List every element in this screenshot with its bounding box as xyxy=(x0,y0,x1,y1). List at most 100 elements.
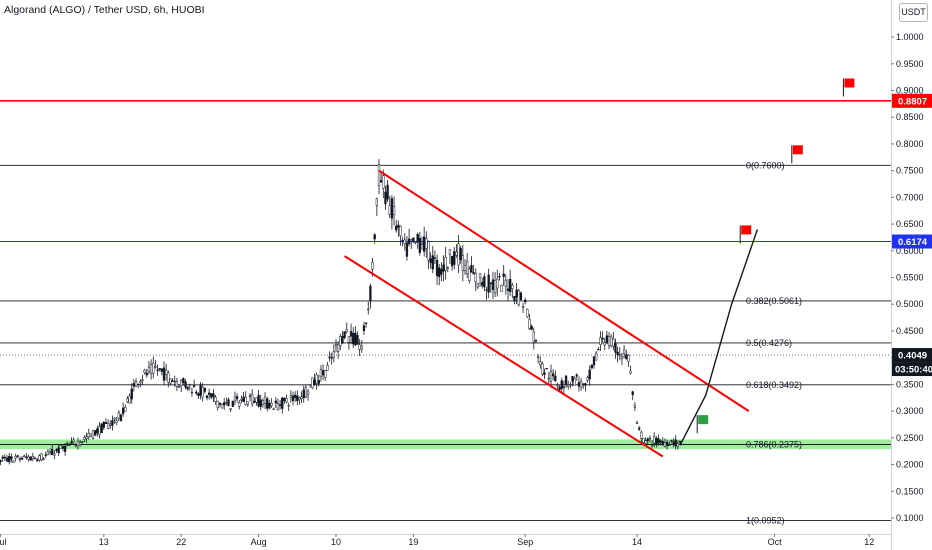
candle-body xyxy=(605,335,609,343)
candle-body xyxy=(208,392,211,395)
candle-body xyxy=(603,342,606,346)
candlestick-series xyxy=(0,159,682,466)
candle-body xyxy=(392,206,396,215)
candle-body xyxy=(403,239,406,245)
candle-body xyxy=(242,396,245,402)
candle-body xyxy=(672,441,675,445)
candle-body xyxy=(547,377,551,380)
candle-body xyxy=(317,380,320,384)
candle-body xyxy=(584,383,587,386)
candle-body xyxy=(657,438,660,444)
candle-body xyxy=(429,258,432,263)
bar-countdown-tag: 03:50:40 xyxy=(892,362,932,377)
channel-lower-line[interactable] xyxy=(344,255,664,458)
candle-body xyxy=(141,379,144,381)
resistance-price-tag: 0.8807 xyxy=(892,93,932,108)
candle-body xyxy=(410,239,413,242)
candle-body xyxy=(539,361,542,365)
candle-body xyxy=(294,394,297,398)
candle-body xyxy=(552,373,555,377)
candle-body xyxy=(29,456,32,461)
candle-body xyxy=(124,407,127,412)
candle-body xyxy=(12,460,15,463)
candle-body xyxy=(569,383,572,386)
candle-body xyxy=(418,238,422,253)
candle-body xyxy=(66,443,69,446)
candle-body xyxy=(300,396,303,399)
candle-body xyxy=(246,401,249,405)
candle-body xyxy=(192,385,196,388)
candle-body xyxy=(173,380,176,383)
candle-body xyxy=(330,357,333,359)
candle-body xyxy=(83,437,86,440)
candle-body xyxy=(171,380,174,382)
channel-upper-line[interactable] xyxy=(378,169,750,412)
red-flag-icon[interactable] xyxy=(791,145,803,164)
green-flag-icon[interactable] xyxy=(696,415,709,434)
candle-body xyxy=(3,456,7,459)
candle-body xyxy=(590,364,594,369)
candle-body xyxy=(571,376,574,382)
candle-body xyxy=(395,225,398,231)
blue-line-price-tag: 0.6174 xyxy=(892,234,932,249)
price-tick-label: 0.6500 xyxy=(896,219,924,229)
candle-body xyxy=(625,354,628,359)
blue-line-price-tag-bg xyxy=(892,234,932,249)
candle-body xyxy=(642,438,645,443)
candle-body xyxy=(42,458,45,460)
candle-body xyxy=(526,309,529,318)
candle-body xyxy=(487,274,490,293)
candle-body xyxy=(145,372,148,376)
candle-body xyxy=(515,289,518,298)
candle-body xyxy=(334,344,338,347)
fib-label: 0.382(0.5061) xyxy=(746,296,802,306)
candle-body xyxy=(197,393,200,396)
candle-body xyxy=(511,285,514,289)
candle-body xyxy=(337,344,340,352)
candle-body xyxy=(674,439,677,447)
price-tick-label: 0.3000 xyxy=(896,406,924,416)
candle-body xyxy=(162,367,166,381)
red-flag-icon[interactable] xyxy=(842,78,855,97)
forecast-path[interactable] xyxy=(679,229,759,446)
candle-body xyxy=(579,381,583,388)
candle-body xyxy=(51,448,54,455)
candle-body xyxy=(573,377,576,386)
resistance-price-tag-text: 0.8807 xyxy=(898,96,927,107)
candle-body xyxy=(543,372,546,375)
price-tick-label: 0.5000 xyxy=(896,299,924,309)
candle-body xyxy=(517,290,520,306)
candle-body xyxy=(631,391,634,396)
fib-label: 0(0.7600) xyxy=(746,160,785,170)
candle-body xyxy=(186,386,189,390)
candle-body xyxy=(68,444,71,446)
candle-body xyxy=(147,366,151,372)
red-flag-icon[interactable] xyxy=(739,225,752,244)
candle-body xyxy=(545,367,548,370)
candle-body xyxy=(616,351,619,356)
candle-body xyxy=(491,279,495,290)
candle-body xyxy=(167,372,170,383)
candle-body xyxy=(259,399,262,407)
candle-body xyxy=(558,386,561,391)
candle-body xyxy=(253,400,256,403)
candle-body xyxy=(285,398,288,403)
candle-body xyxy=(313,379,316,385)
candle-body xyxy=(352,332,355,345)
candle-body xyxy=(55,449,58,452)
candle-body xyxy=(326,364,329,371)
candle-body xyxy=(25,456,28,458)
candle-body xyxy=(560,380,563,389)
candle-body xyxy=(203,388,206,392)
candle-body xyxy=(156,369,159,372)
chart-title: Algorand (ALGO) / Tether USD, 6h, HUOBI xyxy=(4,4,205,16)
price-tick-label: 0.4500 xyxy=(896,326,924,336)
candle-body xyxy=(175,381,179,388)
price-axis[interactable] xyxy=(891,0,932,550)
time-tick-label: 19 xyxy=(408,537,418,547)
candle-body xyxy=(91,430,95,439)
candle-body xyxy=(85,436,88,439)
currency-button[interactable]: USDT xyxy=(899,3,928,22)
candle-body xyxy=(18,458,22,460)
